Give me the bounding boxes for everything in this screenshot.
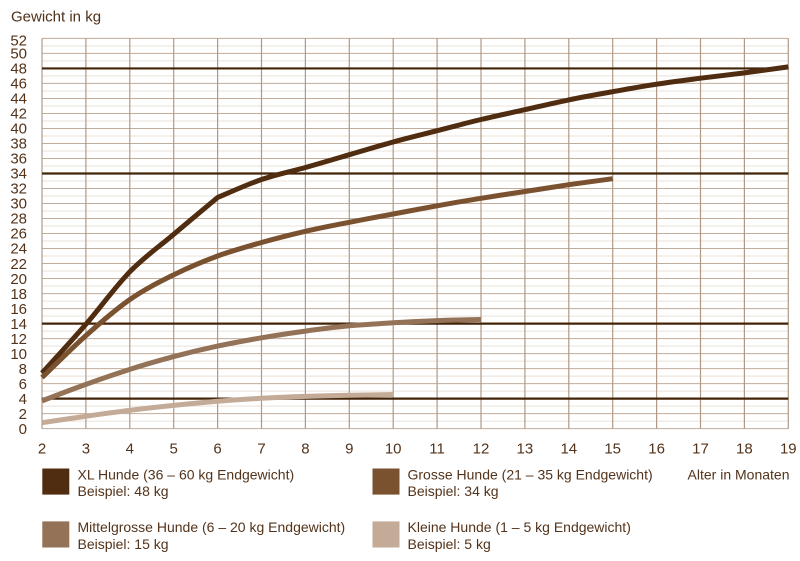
- svg-text:8: 8: [19, 361, 27, 378]
- svg-text:Kleine Hunde (1 – 5 kg Endgewi: Kleine Hunde (1 – 5 kg Endgewicht): [408, 519, 631, 535]
- svg-text:12: 12: [10, 331, 27, 348]
- svg-text:7: 7: [257, 441, 265, 458]
- svg-text:10: 10: [385, 441, 402, 458]
- svg-text:20: 20: [10, 271, 27, 288]
- svg-text:12: 12: [473, 441, 490, 458]
- svg-text:4: 4: [126, 441, 134, 458]
- svg-text:3: 3: [82, 441, 90, 458]
- svg-text:44: 44: [10, 91, 27, 108]
- svg-text:2: 2: [19, 406, 27, 423]
- svg-text:26: 26: [10, 226, 27, 243]
- svg-text:18: 18: [736, 441, 753, 458]
- svg-text:2: 2: [38, 441, 46, 458]
- svg-text:40: 40: [10, 121, 27, 138]
- svg-text:46: 46: [10, 76, 27, 93]
- svg-text:14: 14: [560, 441, 577, 458]
- svg-text:16: 16: [648, 441, 665, 458]
- svg-text:6: 6: [19, 376, 27, 393]
- svg-text:10: 10: [10, 346, 27, 363]
- svg-text:36: 36: [10, 151, 27, 168]
- svg-text:Beispiel: 34 kg: Beispiel: 34 kg: [408, 483, 499, 499]
- svg-text:9: 9: [345, 441, 353, 458]
- svg-text:Grosse Hunde (21 – 35 kg Endge: Grosse Hunde (21 – 35 kg Endgewicht): [408, 466, 653, 482]
- svg-text:48: 48: [10, 61, 27, 78]
- svg-text:Gewicht in kg: Gewicht in kg: [11, 9, 101, 26]
- svg-text:11: 11: [429, 441, 445, 458]
- svg-text:38: 38: [10, 136, 27, 153]
- svg-text:Beispiel: 48 kg: Beispiel: 48 kg: [78, 483, 169, 499]
- svg-text:18: 18: [10, 286, 27, 303]
- svg-text:52: 52: [10, 33, 27, 50]
- svg-text:Alter in Monaten: Alter in Monaten: [688, 466, 790, 482]
- svg-text:24: 24: [10, 241, 27, 258]
- svg-text:50: 50: [10, 46, 27, 63]
- svg-text:5: 5: [170, 441, 178, 458]
- svg-text:Beispiel: 5 kg: Beispiel: 5 kg: [408, 536, 491, 552]
- svg-text:22: 22: [10, 256, 27, 273]
- svg-text:32: 32: [10, 181, 27, 198]
- svg-text:4: 4: [19, 391, 27, 408]
- svg-text:19: 19: [780, 441, 797, 458]
- svg-text:15: 15: [604, 441, 621, 458]
- svg-text:13: 13: [517, 441, 534, 458]
- svg-text:16: 16: [10, 301, 27, 318]
- svg-text:XL Hunde (36 – 60 kg Endgewich: XL Hunde (36 – 60 kg Endgewicht): [78, 466, 295, 482]
- svg-text:0: 0: [19, 421, 27, 438]
- svg-text:28: 28: [10, 211, 27, 228]
- svg-text:17: 17: [692, 441, 709, 458]
- svg-text:Mittelgrosse Hunde (6 – 20 kg: Mittelgrosse Hunde (6 – 20 kg Endgewicht…: [78, 519, 346, 535]
- svg-text:8: 8: [301, 441, 309, 458]
- svg-text:30: 30: [10, 196, 27, 213]
- svg-text:34: 34: [10, 166, 27, 183]
- svg-text:14: 14: [10, 316, 27, 333]
- svg-text:6: 6: [213, 441, 221, 458]
- svg-text:42: 42: [10, 106, 27, 123]
- svg-text:Beispiel: 15 kg: Beispiel: 15 kg: [78, 536, 169, 552]
